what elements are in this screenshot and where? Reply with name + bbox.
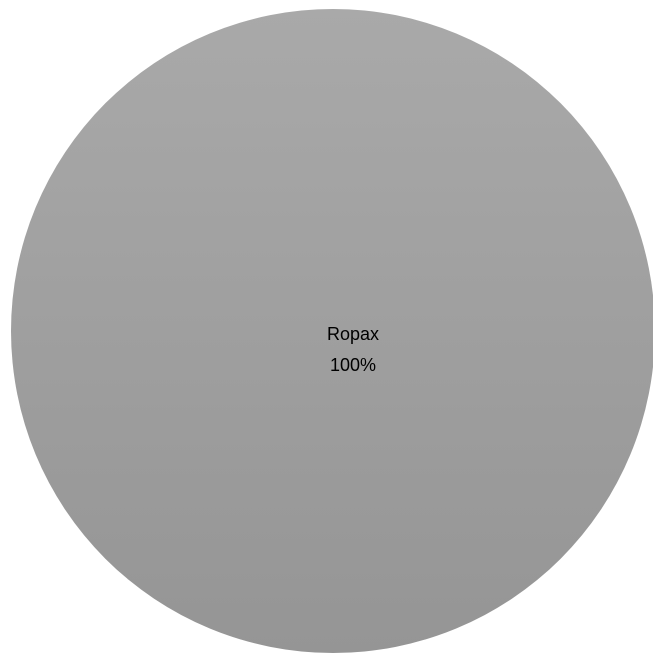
pie-slices bbox=[11, 9, 653, 653]
pie-slice-ropax bbox=[11, 9, 653, 653]
slice-percent-label: 100% bbox=[330, 355, 376, 375]
pie-data-labels: Ropax 100% bbox=[327, 324, 379, 375]
slice-category-label: Ropax bbox=[327, 324, 379, 344]
